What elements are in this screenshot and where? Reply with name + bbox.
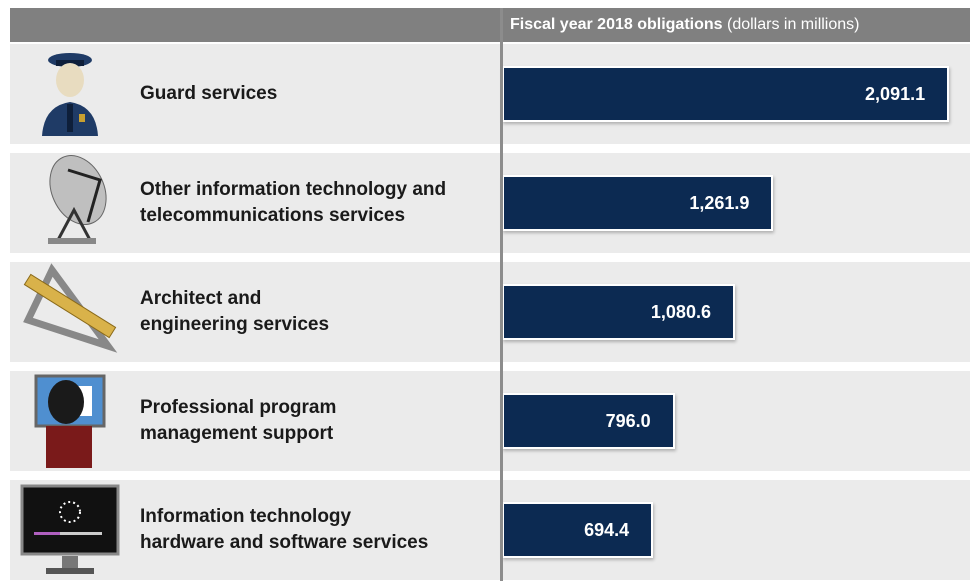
- row-background: [10, 153, 970, 253]
- category-label: Professional program management support: [140, 397, 337, 444]
- row-background: [10, 371, 970, 471]
- bar: 1,080.6: [504, 286, 733, 338]
- header-bar: [10, 8, 970, 42]
- category-label: Architect and engineering services: [140, 288, 330, 335]
- value-label: 694.4: [584, 520, 630, 540]
- bar: 2,091.1: [504, 68, 948, 120]
- value-label: 2,091.1: [865, 84, 926, 104]
- bar: 694.4: [504, 504, 652, 556]
- category-label: Guard services: [140, 83, 278, 104]
- icon-ruler: [23, 263, 118, 353]
- row-background: [10, 262, 970, 362]
- header-text: Fiscal year 2018 obligations (dollars in…: [510, 8, 859, 42]
- subtitle: (dollars in millions): [727, 16, 860, 33]
- row-background: [10, 480, 970, 580]
- category-label: Information technology hardware and soft…: [140, 506, 429, 553]
- bar: 1,261.9: [504, 177, 772, 229]
- bar: 796.0: [504, 395, 673, 447]
- icon-professional: [34, 374, 106, 468]
- value-label: 1,080.6: [650, 302, 711, 322]
- icon-satellite: [48, 155, 107, 244]
- divider: [500, 8, 503, 581]
- icon-monitor: [20, 484, 120, 574]
- category-label: Other information technology and telecom…: [140, 179, 447, 226]
- value-label: 796.0: [605, 411, 651, 431]
- value-label: 1,261.9: [689, 193, 750, 213]
- title: Fiscal year 2018 obligations: [510, 16, 723, 33]
- icon-guard: [42, 53, 98, 136]
